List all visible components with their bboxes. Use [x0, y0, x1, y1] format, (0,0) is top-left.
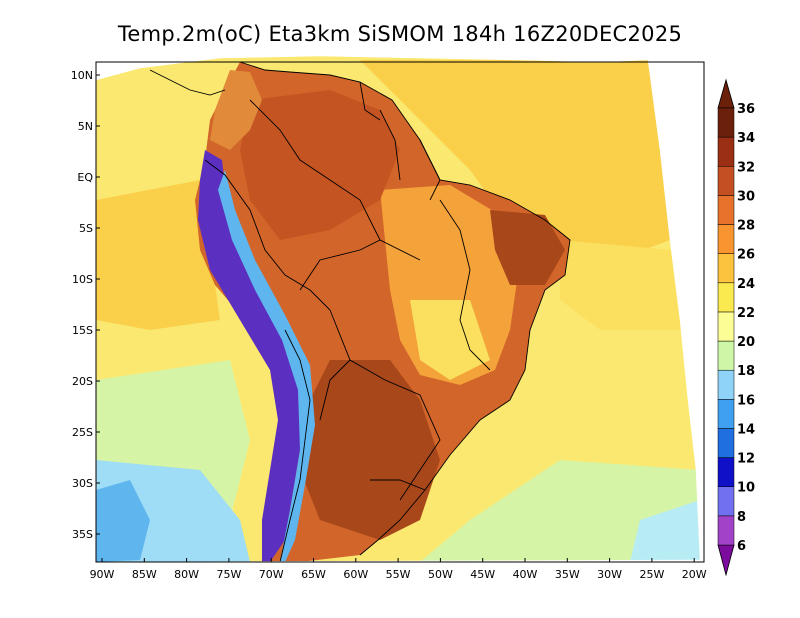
colorbar-label-16: 16 [737, 393, 755, 408]
colorbar-segment [717, 224, 735, 254]
colorbar-segment [717, 253, 735, 284]
colorbar-label-26: 26 [737, 248, 755, 263]
lat-label-35s: 35S [72, 528, 93, 541]
colorbar-label-20: 20 [737, 335, 755, 350]
northern-andes [210, 70, 262, 150]
colorbar-top-arrow [717, 78, 735, 109]
lat-label-30s: 30S [72, 477, 93, 490]
colorbar-segment [717, 166, 735, 196]
colorbar-segment [717, 311, 735, 342]
longitude-labels: 90W 85W 80W 75W 70W 65W 60W 55W 50W 45W 40W 35W 30W 2… [90, 568, 707, 581]
andes-range [198, 150, 305, 562]
map-title: Temp.2m(oC) Eta3km SiSMOM 184h 16Z20DEC2… [117, 22, 682, 46]
lon-label-85w: 85W [132, 568, 157, 581]
south-atlantic-cold-zone [630, 500, 700, 562]
colorbar: 6 8 10 12 14 16 18 20 22 24 26 28 30 32 34 36 [717, 78, 755, 577]
atlantic-mid-zone [560, 240, 685, 330]
colorbar-segment [717, 195, 735, 225]
lon-label-75w: 75W [216, 568, 241, 581]
colorbar-segment [717, 486, 735, 517]
colorbar-label-22: 22 [737, 306, 755, 321]
lat-label-10n: 10N [71, 69, 93, 82]
longitude-ticks [101, 558, 695, 562]
amazon-core [240, 90, 400, 240]
lat-label-eq: EQ [77, 171, 93, 184]
southern-hot-core [300, 360, 440, 540]
colorbar-label-10: 10 [737, 481, 755, 496]
lon-label-35w: 35W [555, 568, 580, 581]
colorbar-label-12: 12 [737, 452, 755, 467]
colorbar-label-34: 34 [737, 131, 755, 146]
lon-label-50w: 50W [428, 568, 453, 581]
latitude-ticks [96, 74, 100, 535]
country-borders [149, 61, 571, 562]
lon-label-20w: 20W [682, 568, 707, 581]
lon-label-70w: 70W [259, 568, 284, 581]
lon-label-65w: 65W [301, 568, 326, 581]
lat-label-20s: 20S [72, 375, 93, 388]
colorbar-segment [717, 457, 735, 487]
colorbar-segment [717, 136, 735, 167]
colorbar-label-8: 8 [737, 510, 746, 525]
colorbar-label-36: 36 [737, 102, 755, 117]
lat-label-15s: 15S [72, 324, 93, 337]
lat-label-10s: 10S [72, 273, 93, 286]
atlantic-warm-zone [360, 60, 670, 270]
colorbar-segment [717, 282, 735, 313]
northeast-hot-core [490, 210, 565, 285]
colorbar-segment [717, 399, 735, 429]
axes-frame [95, 61, 705, 563]
colorbar-label-14: 14 [737, 422, 755, 437]
colorbar-segment [717, 340, 735, 371]
latitude-labels: 10N 5N EQ 5S 10S 15S 20S 25S 30S 35S [71, 69, 94, 541]
colorbar-segment [717, 515, 735, 546]
colorbar-label-18: 18 [737, 364, 755, 379]
lon-label-80w: 80W [174, 568, 199, 581]
south-atlantic-cool-zone [420, 460, 700, 562]
lat-label-25s: 25S [72, 426, 93, 439]
lon-label-30w: 30W [597, 568, 622, 581]
lat-label-5n: 5N [78, 120, 93, 133]
pacific-warm-zone [96, 180, 220, 330]
pacific-coldest-zone [96, 480, 150, 562]
colorbar-label-30: 30 [737, 189, 755, 204]
colorbar-label-32: 32 [737, 160, 755, 175]
highlands-warm-patch [410, 300, 490, 380]
lon-label-55w: 55W [386, 568, 411, 581]
brazil-highlands [380, 185, 520, 385]
map-outline [95, 55, 701, 563]
colorbar-label-28: 28 [737, 219, 755, 234]
lon-label-45w: 45W [470, 568, 495, 581]
pacific-mid-zone [96, 100, 200, 200]
lon-label-40w: 40W [513, 568, 538, 581]
colorbar-bottom-arrow [717, 544, 735, 577]
lon-label-60w: 60W [343, 568, 368, 581]
temperature-field [96, 56, 700, 562]
colorbar-segment [717, 369, 735, 400]
colorbar-segment [717, 428, 735, 458]
colorbar-segment [717, 107, 735, 138]
lon-label-25w: 25W [639, 568, 664, 581]
colorbar-label-6: 6 [737, 539, 746, 554]
colorbar-label-24: 24 [737, 277, 755, 292]
lat-label-5s: 5S [79, 222, 93, 235]
andes-foothills [218, 170, 315, 562]
lon-label-90w: 90W [90, 568, 115, 581]
